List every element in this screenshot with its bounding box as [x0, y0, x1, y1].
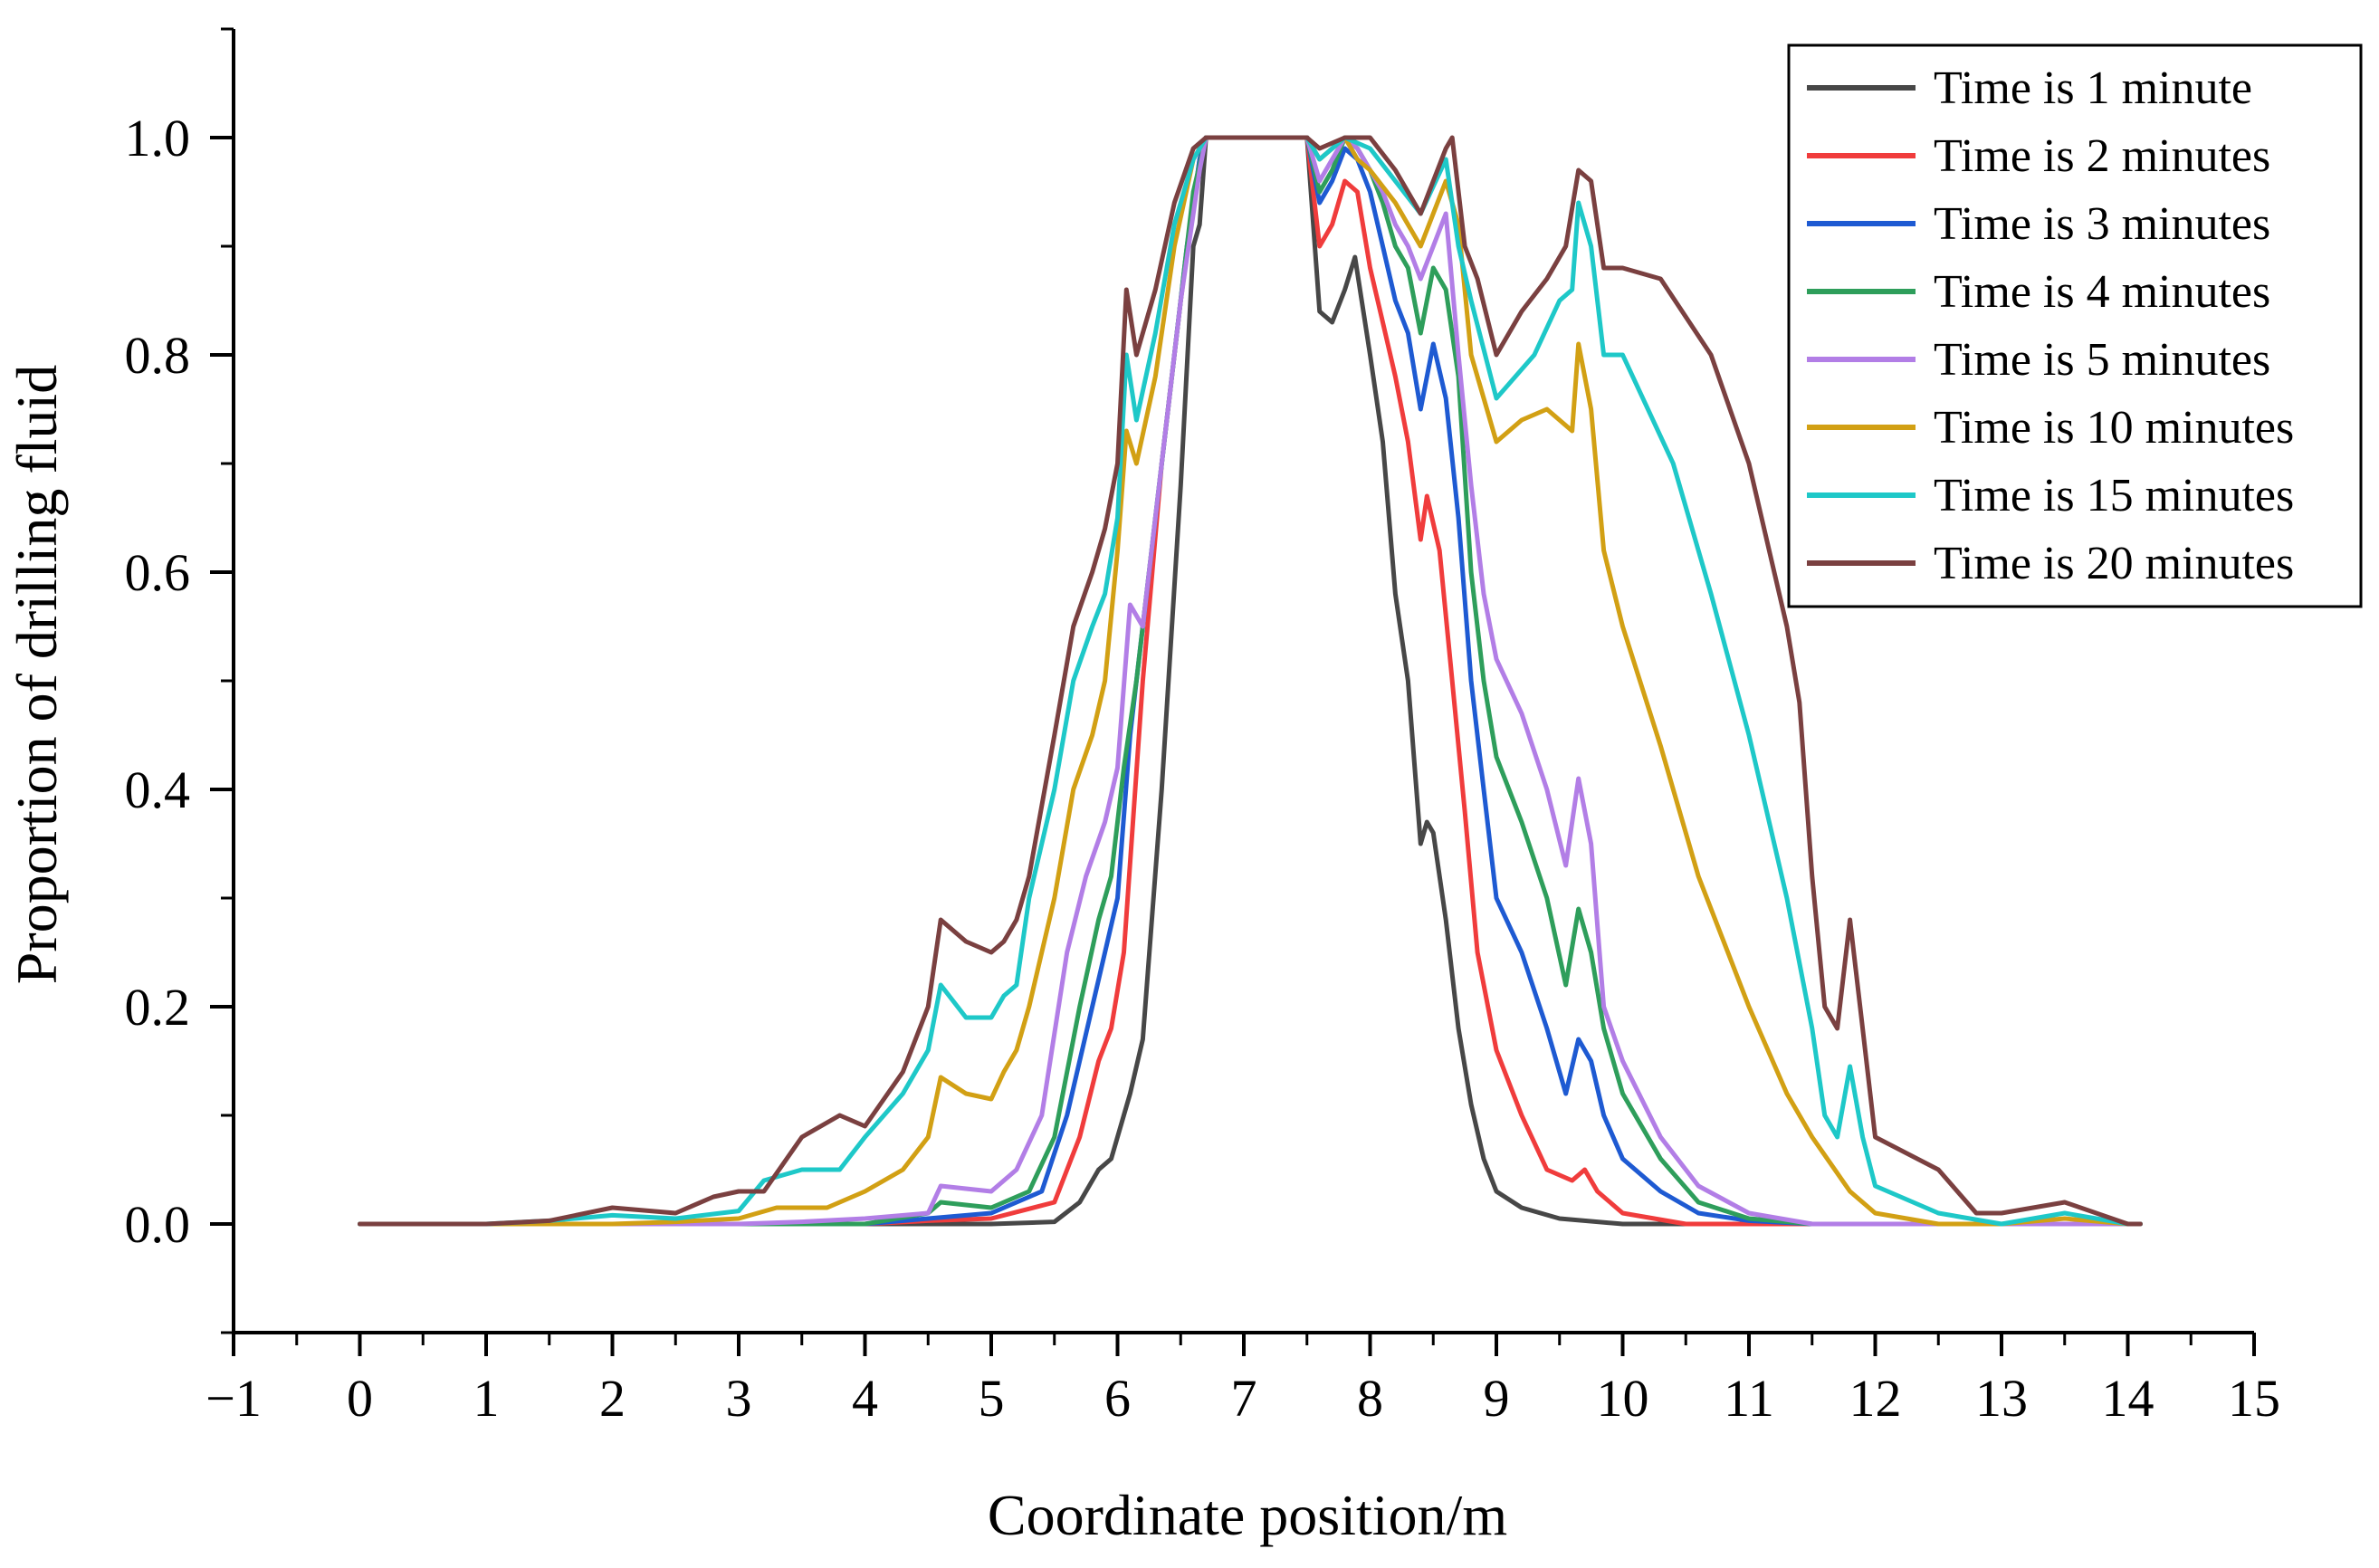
x-tick-label: −1 [205, 1369, 262, 1428]
legend-label-2: Time is 2 minutes [1934, 130, 2270, 182]
x-tick-label: 5 [979, 1369, 1005, 1428]
x-tick-label: 8 [1357, 1369, 1383, 1428]
axes: −1 0 1 2 3 4 5 6 7 8 9 10 11 12 13 14 150.00.20.40.60.81… [125, 27, 2280, 1428]
y-tick-label: 0.2 [125, 978, 191, 1037]
series-line-5 [358, 135, 2143, 1227]
plot-area [358, 135, 2143, 1227]
x-tick-label: 3 [726, 1369, 752, 1428]
x-tick-label: 14 [2102, 1369, 2154, 1428]
x-tick-label: 15 [2228, 1369, 2280, 1428]
y-tick-label: 1.0 [125, 109, 191, 167]
legend-label-6: Time is 10 minutes [1934, 402, 2294, 454]
x-tick-label: 6 [1104, 1369, 1131, 1428]
y-axis-title: Proportion of drilling fluid [5, 365, 69, 984]
legend-label-5: Time is 5 minutes [1934, 334, 2270, 386]
legend-label-4: Time is 4 minutes [1934, 266, 2270, 318]
series-line-1 [358, 135, 2143, 1227]
x-tick-label: 0 [347, 1369, 373, 1428]
series-line-7 [358, 135, 2143, 1227]
x-axis-title: Coordinate position/m [988, 1483, 1507, 1547]
x-tick-label: 10 [1597, 1369, 1649, 1428]
y-tick-label: 0.8 [125, 326, 191, 385]
x-tick-label: 13 [1975, 1369, 2028, 1428]
legend-label-8: Time is 20 minutes [1934, 538, 2294, 589]
x-tick-label: 7 [1231, 1369, 1257, 1428]
x-tick-label: 1 [473, 1369, 500, 1428]
x-tick-label: 4 [852, 1369, 878, 1428]
x-tick-label: 12 [1849, 1369, 1902, 1428]
x-tick-label: 9 [1484, 1369, 1510, 1428]
legend-label-3: Time is 3 minutes [1934, 198, 2270, 250]
legend-label-1: Time is 1 minute [1934, 62, 2252, 114]
series-line-2 [358, 135, 2143, 1227]
series-line-3 [358, 135, 2143, 1227]
legend-box [1787, 43, 2363, 608]
legend: Time is 1 minute Time is 2 minutes Time is… [1787, 43, 2363, 608]
x-tick-label: 2 [599, 1369, 626, 1428]
x-tick-label: 11 [1724, 1369, 1774, 1428]
y-tick-label: 0.0 [125, 1195, 191, 1254]
y-tick-label: 0.4 [125, 760, 191, 819]
y-tick-label: 0.6 [125, 543, 191, 602]
series-line-8 [358, 135, 2143, 1227]
legend-label-7: Time is 15 minutes [1934, 470, 2294, 521]
